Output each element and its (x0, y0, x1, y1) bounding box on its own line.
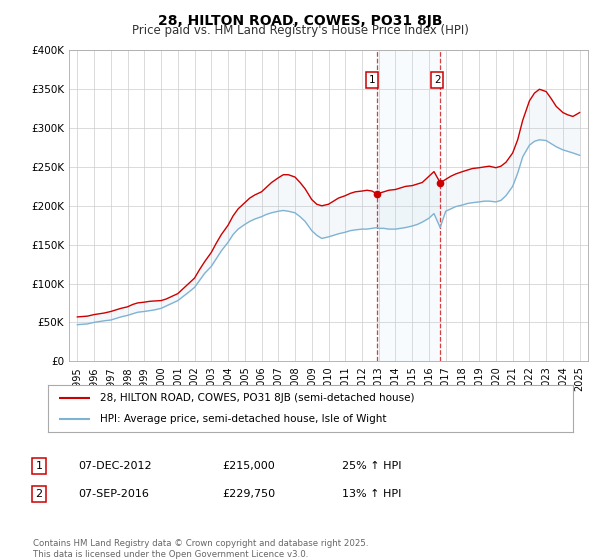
Text: 28, HILTON ROAD, COWES, PO31 8JB: 28, HILTON ROAD, COWES, PO31 8JB (158, 14, 442, 28)
Text: £215,000: £215,000 (222, 461, 275, 471)
Text: 2: 2 (434, 75, 440, 85)
Text: 07-DEC-2012: 07-DEC-2012 (78, 461, 152, 471)
Text: 07-SEP-2016: 07-SEP-2016 (78, 489, 149, 499)
Text: Price paid vs. HM Land Registry's House Price Index (HPI): Price paid vs. HM Land Registry's House … (131, 24, 469, 37)
Text: 1: 1 (369, 75, 376, 85)
Text: 1: 1 (35, 461, 43, 471)
Text: £229,750: £229,750 (222, 489, 275, 499)
Text: 25% ↑ HPI: 25% ↑ HPI (342, 461, 401, 471)
Text: Contains HM Land Registry data © Crown copyright and database right 2025.
This d: Contains HM Land Registry data © Crown c… (33, 539, 368, 559)
Text: 13% ↑ HPI: 13% ↑ HPI (342, 489, 401, 499)
Text: HPI: Average price, semi-detached house, Isle of Wight: HPI: Average price, semi-detached house,… (101, 414, 387, 424)
Text: 28, HILTON ROAD, COWES, PO31 8JB (semi-detached house): 28, HILTON ROAD, COWES, PO31 8JB (semi-d… (101, 393, 415, 403)
Text: 2: 2 (35, 489, 43, 499)
Bar (377, 50, 440, 361)
